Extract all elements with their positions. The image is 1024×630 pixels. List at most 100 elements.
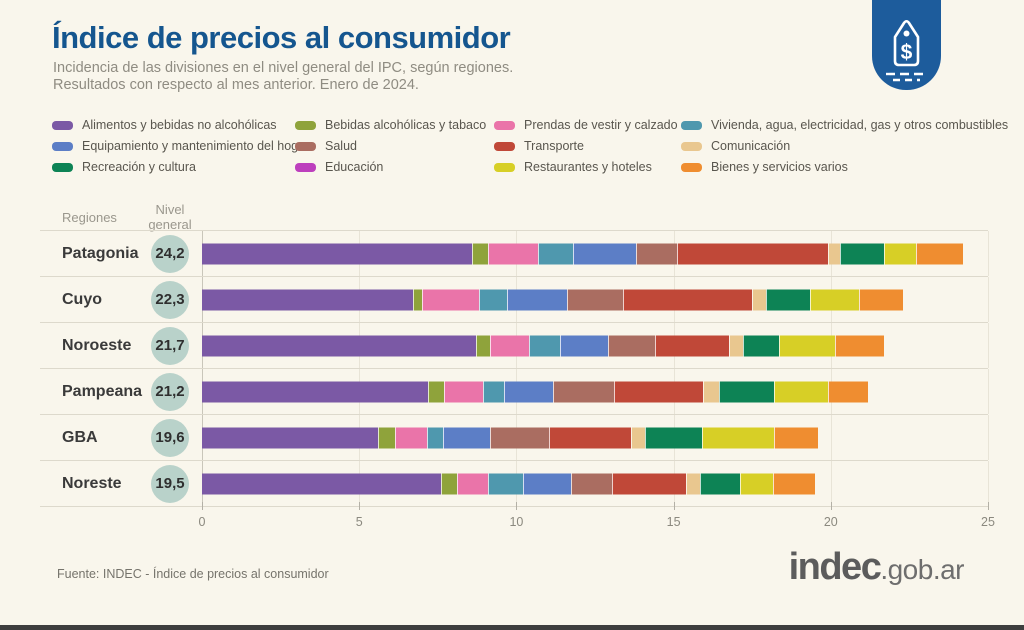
bar-segment-transporte xyxy=(613,381,704,402)
legend-swatch-educacion xyxy=(295,162,316,172)
legend-item-transporte: Transporte xyxy=(494,139,681,153)
bar-segment-vivienda xyxy=(528,335,561,356)
bar-segment-vivienda xyxy=(478,289,507,310)
stacked-bar xyxy=(202,473,988,494)
legend-item-equipamiento: Equipamiento y mantenimiento del hogar xyxy=(52,139,309,153)
table-row-pampeana: Pampeana 21,2 xyxy=(40,368,989,414)
subtitle-line-2: Resultados con respecto al mes anterior.… xyxy=(53,77,419,93)
legend-item-comunicacion: Comunicación xyxy=(681,139,1008,153)
bar-segment-comunicacion xyxy=(631,427,646,448)
bar-segment-recreacion xyxy=(766,289,811,310)
region-label: Noroeste xyxy=(62,336,132,354)
bar-segment-alimentos xyxy=(202,381,429,402)
gridline-25 xyxy=(988,369,989,414)
legend-swatch-bebidas_alcoholicas xyxy=(295,120,316,130)
legend-item-bienes: Bienes y servicios varios xyxy=(681,160,1008,174)
nivel-general-value: 19,6 xyxy=(151,418,189,457)
bar-segment-transporte xyxy=(654,335,729,356)
subtitle-line-1: Incidencia de las divisiones en el nivel… xyxy=(53,60,514,76)
bar-segment-comunicacion xyxy=(728,335,743,356)
bar-segment-equipamiento xyxy=(506,289,567,310)
nivel-general-value: 19,5 xyxy=(151,464,189,503)
bar-segment-vivienda xyxy=(488,473,523,494)
column-header-nivel-general: Nivel general xyxy=(148,202,192,232)
table-row-gba: GBA 19,6 xyxy=(40,414,989,460)
bar-segment-alimentos xyxy=(202,289,413,310)
axis-tick-label-15: 15 xyxy=(666,515,681,529)
legend-label-comunicacion: Comunicación xyxy=(711,139,791,153)
bar-segment-alimentos xyxy=(202,427,379,448)
legend-item-bebidas_alcoholicas: Bebidas alcohólicas y tabaco xyxy=(295,118,494,132)
bar-segment-bienes xyxy=(827,381,869,402)
bar-segment-alimentos xyxy=(202,473,441,494)
legend-swatch-prendas xyxy=(494,120,515,130)
bar-segment-restaurantes xyxy=(778,335,836,356)
bar-segment-bebidas_alcoholicas xyxy=(475,335,490,356)
legend-item-educacion: Educación xyxy=(295,160,494,174)
bar-segment-bienes xyxy=(772,473,815,494)
bar-segment-prendas xyxy=(488,243,539,264)
gridline-25 xyxy=(988,277,989,322)
stacked-bar xyxy=(202,381,988,402)
stacked-bar xyxy=(202,335,988,356)
bar-segment-recreacion xyxy=(700,473,740,494)
legend-label-recreacion: Recreación y cultura xyxy=(82,160,196,174)
indec-logo: indec .gob.ar xyxy=(788,546,965,589)
legend-item-prendas: Prendas de vestir y calzado xyxy=(494,118,681,132)
stacked-bar xyxy=(202,289,988,310)
page-title: Índice de precios al consumidor xyxy=(52,20,511,55)
bar-segment-vivienda xyxy=(426,427,443,448)
legend-label-equipamiento: Equipamiento y mantenimiento del hogar xyxy=(82,139,310,153)
bar-segment-transporte xyxy=(549,427,632,448)
legend-swatch-salud xyxy=(295,141,316,151)
legend-label-restaurantes: Restaurantes y hoteles xyxy=(524,160,652,174)
legend-label-prendas: Prendas de vestir y calzado xyxy=(524,118,678,132)
table-row-patagonia: Patagonia 24,2 xyxy=(40,230,989,276)
legend-label-vivienda: Vivienda, agua, electricidad, gas y otro… xyxy=(711,118,1009,132)
bar-segment-prendas xyxy=(489,335,529,356)
bar-segment-bienes xyxy=(835,335,885,356)
legend-swatch-comunicacion xyxy=(681,141,702,151)
bar-segment-prendas xyxy=(456,473,489,494)
gridline-25 xyxy=(988,415,989,460)
axis-tick-label-10: 10 xyxy=(509,515,524,529)
axis-tick-label-0: 0 xyxy=(198,515,206,529)
bar-segment-equipamiento xyxy=(503,381,553,402)
bar-segment-equipamiento xyxy=(522,473,572,494)
axis-tick-label-20: 20 xyxy=(823,515,838,529)
bar-segment-bebidas_alcoholicas xyxy=(412,289,423,310)
stacked-bar xyxy=(202,243,988,264)
legend-swatch-transporte xyxy=(494,141,515,151)
bar-segment-bebidas_alcoholicas xyxy=(428,381,445,402)
legend-item-recreacion: Recreación y cultura xyxy=(52,160,295,174)
bar-segment-alimentos xyxy=(202,335,476,356)
price-tag-icon: $ xyxy=(886,19,927,82)
regions-chart-table: Patagonia 24,2 Cuyo 22,3 Noroeste 21,7 Pampean… xyxy=(40,230,989,507)
legend-swatch-alimentos xyxy=(52,120,73,130)
svg-text:$: $ xyxy=(901,41,913,64)
gridline-25 xyxy=(988,323,989,368)
bar-segment-restaurantes xyxy=(774,381,828,402)
region-label: Patagonia xyxy=(62,244,139,262)
bar-segment-prendas xyxy=(422,289,479,310)
legend-item-salud: Salud xyxy=(295,139,494,153)
bar-segment-restaurantes xyxy=(810,289,859,310)
bar-segment-bebidas_alcoholicas xyxy=(440,473,457,494)
bar-segment-vivienda xyxy=(538,243,573,264)
stacked-bar xyxy=(202,427,988,448)
legend-label-transporte: Transporte xyxy=(524,139,584,153)
legend-item-vivienda: Vivienda, agua, electricidad, gas y otro… xyxy=(681,118,1008,132)
legend-label-bienes: Bienes y servicios varios xyxy=(711,160,848,174)
legend-swatch-recreacion xyxy=(52,162,73,172)
axis-tick-10 xyxy=(516,502,518,510)
legend-label-educacion: Educación xyxy=(325,160,384,174)
legend-swatch-vivienda xyxy=(681,120,702,130)
bar-segment-transporte xyxy=(612,473,687,494)
bar-segment-recreacion xyxy=(840,243,885,264)
bar-segment-recreacion xyxy=(742,335,779,356)
indec-logo-text: indec xyxy=(788,546,882,588)
x-axis: 0 5 10 15 20 25 xyxy=(198,501,995,535)
bar-segment-salud xyxy=(635,243,677,264)
nivel-general-value: 22,3 xyxy=(151,280,189,319)
legend-swatch-restaurantes xyxy=(494,162,515,172)
